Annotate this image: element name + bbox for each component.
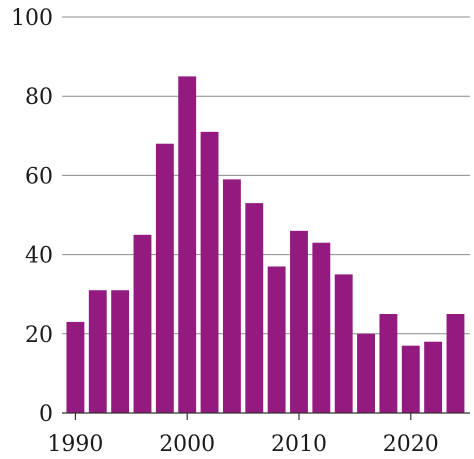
bar-2010	[290, 230, 308, 413]
bar-2008	[267, 266, 286, 413]
x-tick-label: 2000	[159, 432, 215, 457]
gridlines	[62, 16, 470, 335]
bar-1994	[111, 290, 130, 413]
bar-2012	[312, 242, 331, 413]
y-tick-label: 60	[25, 164, 53, 189]
bar-2000	[178, 76, 197, 414]
bar-2018	[379, 314, 398, 413]
axes	[62, 412, 470, 420]
x-tick-label: 2010	[271, 432, 327, 457]
bar-1992	[88, 290, 107, 413]
bar-2004	[222, 179, 241, 413]
bar-2014	[334, 274, 353, 413]
y-tick-label: 20	[25, 323, 53, 348]
y-tick-label: 80	[25, 85, 53, 110]
bar-2006	[245, 203, 264, 413]
bar-2022	[424, 341, 443, 413]
bar-1990	[66, 321, 85, 413]
y-tick-label: 0	[39, 402, 53, 427]
bar-2016	[357, 333, 375, 413]
x-tick-labels: 1990 2000 2010 2020	[47, 432, 438, 457]
bar-2002	[200, 131, 219, 413]
bar-2024	[446, 314, 465, 413]
x-tick-label: 2020	[383, 432, 439, 457]
bar-1996	[133, 234, 152, 413]
y-tick-label: 100	[11, 6, 53, 31]
y-tick-label: 40	[25, 244, 53, 269]
bar-2020	[401, 345, 420, 413]
bars	[66, 76, 465, 414]
y-tick-labels: 0 20 40 60 80 100	[11, 6, 53, 427]
x-tick-label: 1990	[47, 432, 103, 457]
bar-1998	[155, 143, 174, 413]
